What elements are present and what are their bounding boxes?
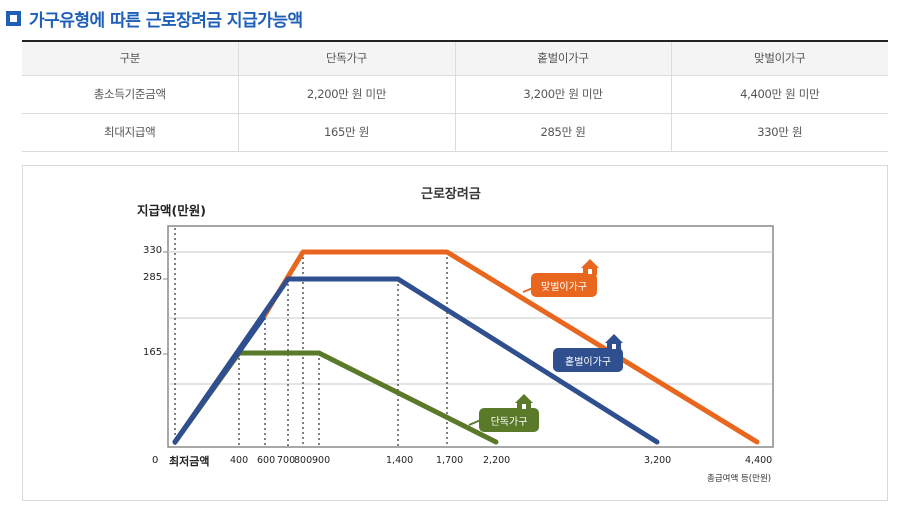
- page-title: 가구유형에 따른 근로장려금 지급가능액: [29, 10, 303, 31]
- callout-label-single: 단독가구: [490, 417, 528, 428]
- cell: 165만 원: [238, 113, 456, 152]
- eligibility-table: 구분 단독가구 홑벌이가구 맞벌이가구 총소득기준금액 2,200만 원 미만 …: [22, 40, 888, 152]
- reference-lines: [174, 228, 448, 447]
- table-row: 최대지급액 165만 원 285만 원 330만 원: [22, 113, 888, 152]
- callout-single-earner: [553, 334, 623, 372]
- x-tick-800: 800: [294, 455, 313, 466]
- x-tick-0: 0: [152, 455, 159, 466]
- x-tick-4400: 4,400: [745, 455, 773, 466]
- section-heading: 가구유형에 따른 근로장려금 지급가능액: [6, 7, 303, 31]
- callout-single: [468, 394, 539, 432]
- y-axis-label: 지급액(만원): [137, 203, 206, 218]
- x-tick-400: 400: [230, 455, 249, 466]
- row-label: 총소득기준금액: [22, 75, 239, 114]
- header-dual-earner: 맞벌이가구: [671, 41, 888, 76]
- chart-container: 근로장려금 지급액(만원) 330 285 165 0 최저금액 400 600…: [22, 165, 888, 501]
- x-tick-1400: 1,400: [386, 455, 414, 466]
- x-tick-700: 700: [277, 455, 296, 466]
- cell: 330만 원: [671, 113, 888, 152]
- cell: 285만 원: [455, 113, 672, 152]
- header-single-earner: 홑벌이가구: [455, 41, 672, 76]
- table-row: 총소득기준금액 2,200만 원 미만 3,200만 원 미만 4,400만 원…: [22, 75, 888, 114]
- cell: 3,200만 원 미만: [455, 75, 672, 114]
- cell: 4,400만 원 미만: [671, 75, 888, 114]
- header-single: 단독가구: [238, 41, 456, 76]
- cell: 2,200만 원 미만: [238, 75, 456, 114]
- x-tick-600: 600: [257, 455, 276, 466]
- table-header-row: 구분 단독가구 홑벌이가구 맞벌이가구: [22, 41, 888, 76]
- y-tick-330: 330: [143, 245, 163, 256]
- x-tick-min-wage: 최저금액: [169, 455, 210, 468]
- y-tick-165: 165: [143, 347, 163, 358]
- callout-label-single-earner: 홑벌이가구: [565, 357, 611, 368]
- header-category: 구분: [22, 41, 239, 76]
- x-tick-3200: 3,200: [644, 455, 672, 466]
- y-tick-285: 285: [143, 272, 163, 283]
- line-chart: [163, 225, 774, 448]
- row-label: 최대지급액: [22, 113, 239, 152]
- x-tick-1700: 1,700: [436, 455, 464, 466]
- x-axis-label: 총급여액 등(만원): [707, 474, 772, 484]
- chart-title: 근로장려금: [421, 187, 481, 202]
- x-tick-2200: 2,200: [483, 455, 511, 466]
- callout-label-dual-earner: 맞벌이가구: [541, 282, 587, 293]
- plot-area: [167, 225, 774, 448]
- callout-dual-earner: [522, 259, 599, 297]
- x-tick-900: 900: [312, 455, 331, 466]
- square-bullet-icon: [6, 10, 21, 26]
